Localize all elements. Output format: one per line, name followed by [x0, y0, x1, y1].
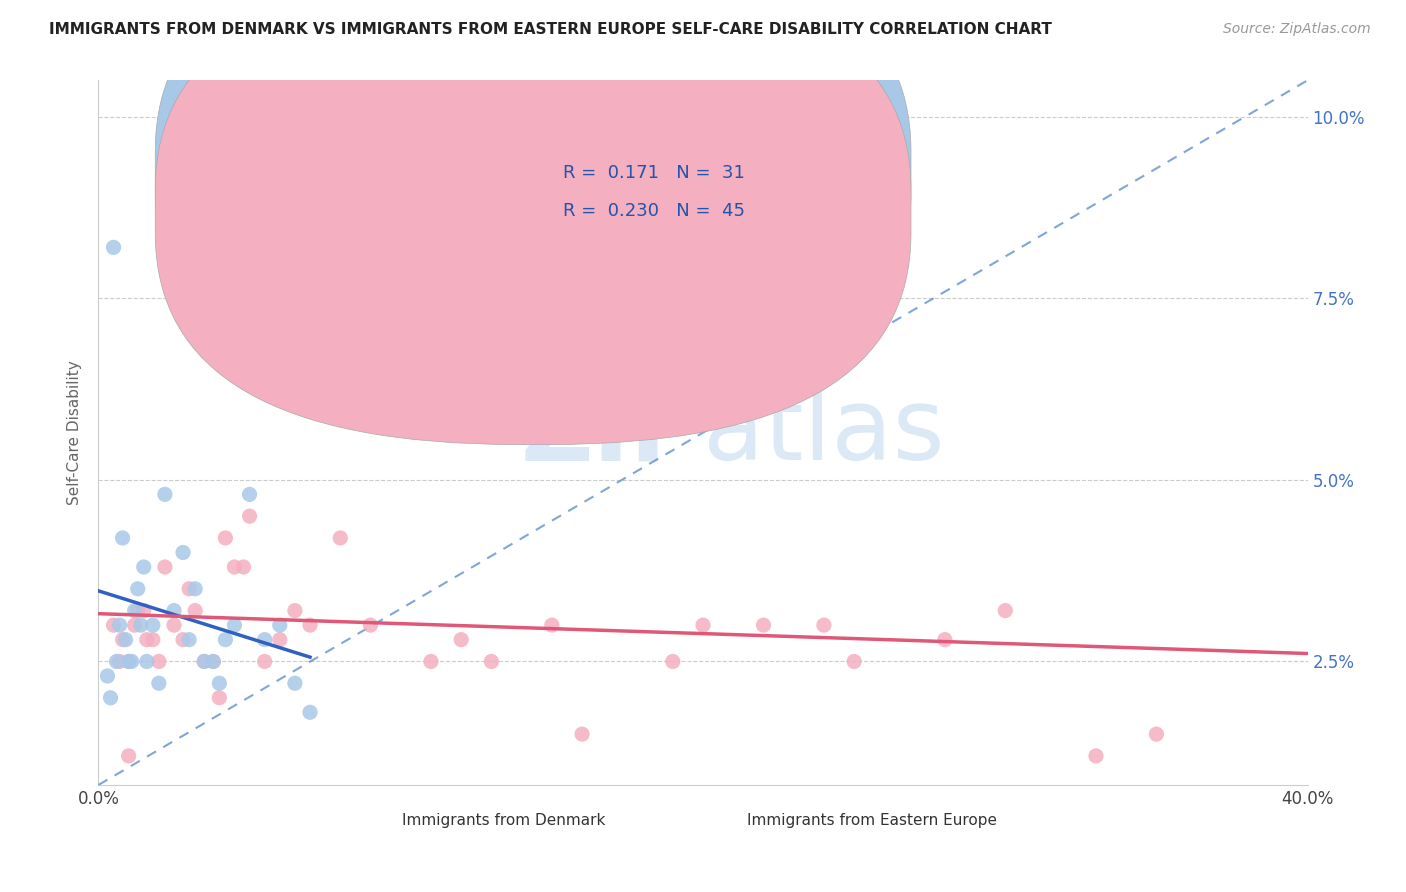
Point — [1144, 727, 1167, 741]
FancyBboxPatch shape — [155, 0, 911, 444]
Point — [208, 676, 231, 690]
Point — [96, 669, 118, 683]
Point — [127, 582, 149, 596]
Point — [232, 560, 254, 574]
Point — [202, 655, 225, 669]
Point — [124, 604, 146, 618]
FancyBboxPatch shape — [716, 797, 1029, 845]
Point — [142, 632, 165, 647]
Point — [108, 618, 131, 632]
Point — [360, 618, 382, 632]
Point — [148, 655, 170, 669]
Point — [184, 604, 207, 618]
Point — [118, 655, 141, 669]
Point — [100, 690, 122, 705]
Point — [813, 618, 835, 632]
Point — [142, 618, 165, 632]
Point — [172, 545, 194, 559]
Point — [118, 655, 141, 669]
Point — [1085, 748, 1108, 763]
Point — [121, 655, 143, 669]
Point — [450, 632, 472, 647]
Point — [103, 240, 125, 254]
Point — [389, 385, 412, 400]
Point — [163, 618, 186, 632]
Point — [114, 632, 136, 647]
Point — [127, 604, 149, 618]
Point — [692, 618, 714, 632]
Point — [752, 618, 775, 632]
Point — [661, 655, 683, 669]
Text: R =  0.230   N =  45: R = 0.230 N = 45 — [562, 202, 745, 220]
Point — [299, 618, 322, 632]
Point — [135, 632, 157, 647]
Point — [214, 531, 236, 545]
FancyBboxPatch shape — [492, 105, 758, 228]
Point — [284, 604, 307, 618]
Point — [571, 727, 593, 741]
Point — [269, 618, 291, 632]
Point — [153, 487, 176, 501]
Text: atlas: atlas — [703, 384, 945, 481]
Y-axis label: Self-Care Disability: Self-Care Disability — [67, 360, 83, 505]
Text: IMMIGRANTS FROM DENMARK VS IMMIGRANTS FROM EASTERN EUROPE SELF-CARE DISABILITY C: IMMIGRANTS FROM DENMARK VS IMMIGRANTS FR… — [49, 22, 1052, 37]
Point — [253, 632, 276, 647]
Point — [208, 690, 231, 705]
Point — [179, 632, 201, 647]
Point — [193, 655, 215, 669]
Point — [179, 582, 201, 596]
Point — [108, 655, 131, 669]
Point — [269, 632, 291, 647]
Point — [124, 618, 146, 632]
Point — [224, 618, 246, 632]
Text: Source: ZipAtlas.com: Source: ZipAtlas.com — [1223, 22, 1371, 37]
Point — [129, 618, 152, 632]
Point — [284, 676, 307, 690]
Point — [184, 582, 207, 596]
Point — [118, 748, 141, 763]
FancyBboxPatch shape — [377, 797, 630, 845]
Point — [163, 604, 186, 618]
Text: ZIP: ZIP — [520, 384, 703, 481]
Point — [253, 655, 276, 669]
Point — [202, 655, 225, 669]
Point — [172, 632, 194, 647]
Point — [111, 531, 134, 545]
Text: Immigrants from Eastern Europe: Immigrants from Eastern Europe — [747, 814, 997, 829]
Point — [239, 487, 262, 501]
Point — [540, 618, 562, 632]
Point — [135, 655, 157, 669]
Point — [111, 632, 134, 647]
Point — [299, 706, 322, 720]
Point — [934, 632, 956, 647]
FancyBboxPatch shape — [155, 0, 911, 406]
Text: R =  0.171   N =  31: R = 0.171 N = 31 — [562, 163, 745, 182]
Point — [420, 655, 443, 669]
Point — [994, 604, 1017, 618]
Point — [631, 313, 654, 327]
Point — [193, 655, 215, 669]
Point — [239, 509, 262, 524]
Point — [148, 676, 170, 690]
Point — [105, 655, 128, 669]
Point — [214, 632, 236, 647]
Point — [132, 560, 155, 574]
Point — [153, 560, 176, 574]
Point — [224, 560, 246, 574]
Text: Immigrants from Denmark: Immigrants from Denmark — [402, 814, 605, 829]
Point — [844, 655, 866, 669]
Point — [481, 655, 503, 669]
Point — [132, 604, 155, 618]
Point — [103, 618, 125, 632]
Point — [329, 531, 352, 545]
